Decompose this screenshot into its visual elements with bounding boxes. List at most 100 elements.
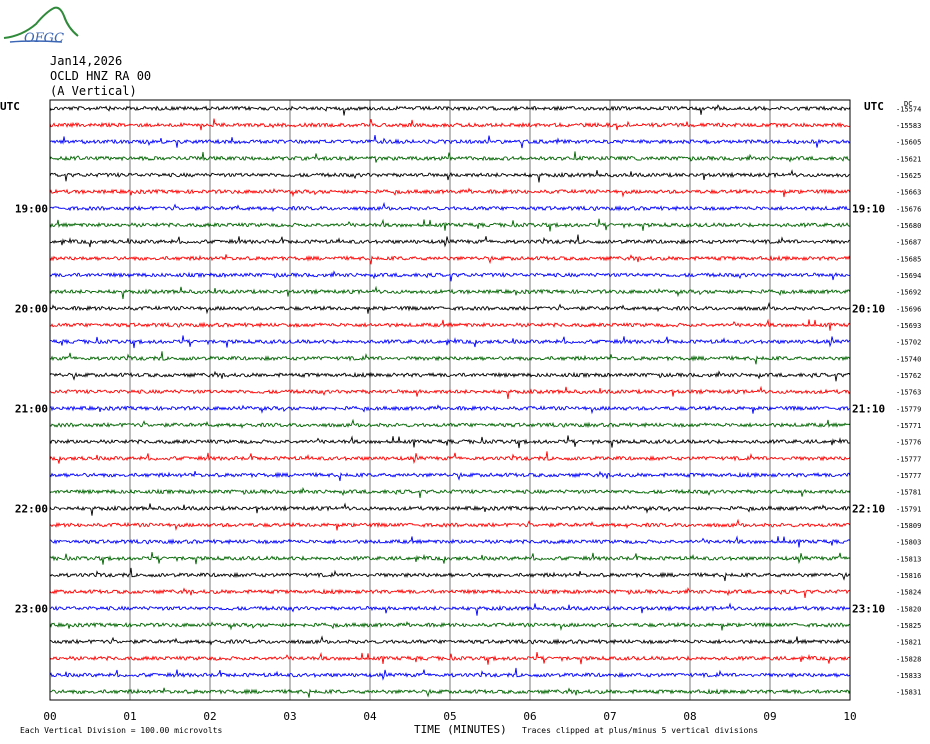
trace-offset-label: -15828 [896,655,921,663]
trace-offset-label: -15583 [896,122,921,130]
trace-offset-label: -15763 [896,389,921,397]
trace-offset-label: -15740 [896,355,921,363]
left-time-label: 19:00 [15,202,48,215]
trace-line-1 [49,104,851,116]
trace-line-2 [49,118,851,131]
left-axis-label: UTC [0,100,20,113]
grid-lines [129,100,771,700]
trace-offset-label: -15574 [896,105,921,113]
trace-line-20 [49,418,851,429]
plot-frame [49,99,851,701]
trace-offset-label: -15694 [896,272,921,280]
trace-line-6 [49,187,851,198]
x-axis-label: TIME (MINUTES) [414,723,507,736]
trace-line-31 [49,602,851,616]
trace-line-17 [49,370,851,382]
clip-note: Traces clipped at plus/minus 5 vertical … [522,726,758,735]
trace-offset-label: -15663 [896,189,921,197]
trace-offset-label: -15696 [896,305,921,313]
trace-line-36 [49,687,851,698]
trace-offset-label: -15693 [896,322,921,330]
trace-offset-label: -15777 [896,455,921,463]
trace-line-28 [49,552,851,565]
axis-labels: 00 01 02 03 04 05 06 07 08 09 10 -15574 -15583 -15605… [15,105,921,723]
trace-group [49,104,851,698]
left-time-label: 22:00 [15,502,48,515]
right-time-label: 22:10 [852,502,885,515]
trace-line-34 [49,651,851,665]
trace-offset-label: -15771 [896,422,921,430]
right-time-label: 21:10 [852,402,885,415]
trace-line-29 [49,567,851,582]
x-tick-label: 02 [203,710,216,723]
trace-offset-label: -15685 [896,255,921,263]
trace-offset-label: -15762 [896,372,921,380]
trace-offset-label: -15803 [896,539,921,547]
right-time-label: 20:10 [852,302,885,315]
trace-offset-label: -15779 [896,405,921,413]
x-tick-label: 06 [523,710,536,723]
x-tick-label: 09 [763,710,776,723]
trace-offset-label: -15776 [896,439,921,447]
trace-offset-label: -15831 [896,689,921,697]
trace-offset-label: -15816 [896,572,921,580]
x-tick-label: 05 [443,710,456,723]
trace-line-9 [49,234,851,248]
trace-line-18 [49,385,851,400]
trace-line-30 [49,587,851,598]
trace-offset-label: -15820 [896,605,921,613]
trace-line-27 [49,535,851,548]
x-tick-label: 10 [843,710,856,723]
trace-line-23 [49,470,851,482]
trace-line-22 [49,451,851,465]
x-tick-label: 03 [283,710,296,723]
left-time-label: 20:00 [15,302,48,315]
trace-line-15 [49,335,851,349]
trace-line-19 [49,404,851,415]
trace-line-3 [49,135,851,149]
dc-tag: DC [904,100,912,108]
trace-line-10 [49,254,851,265]
trace-line-33 [49,635,851,646]
trace-offset-label: -15833 [896,672,921,680]
trace-offset-label: -15680 [896,222,921,230]
station-name: OCLD HNZ RA 00 [50,69,152,83]
left-time-label: 21:00 [15,402,48,415]
trace-offset-label: -15676 [896,205,921,213]
plot-date: Jan14,2026 [50,54,123,68]
x-tick-label: 08 [683,710,696,723]
trace-offset-label: -15621 [896,155,921,163]
trace-line-14 [49,318,851,331]
x-tick-label: 04 [363,710,377,723]
left-time-label: 23:00 [15,602,48,615]
x-tick-label: 07 [603,710,616,723]
ofgc-logo: OFGC [2,2,82,50]
trace-line-25 [49,502,851,516]
trace-line-26 [49,518,851,532]
trace-line-7 [49,201,851,213]
trace-offset-label: -15809 [896,522,921,530]
x-tick-label: 01 [123,710,136,723]
trace-line-8 [49,218,850,232]
right-time-label: 23:10 [852,602,885,615]
trace-offset-label: -15777 [896,472,921,480]
component-label: (A Vertical) [50,84,137,98]
trace-offset-label: -15791 [896,505,921,513]
trace-line-13 [49,301,851,315]
trace-offset-label: -15692 [896,289,921,297]
trace-line-35 [49,667,851,681]
trace-offset-label: -15821 [896,639,921,647]
trace-line-32 [49,620,851,632]
x-tick-label: 00 [43,710,56,723]
trace-offset-label: -15687 [896,239,921,247]
trace-offset-label: -15824 [896,589,921,597]
trace-offset-label: -15702 [896,339,921,347]
scale-note: Each Vertical Division = 100.00 microvol… [20,726,222,735]
trace-offset-label: -15825 [896,622,921,630]
trace-offset-label: -15605 [896,139,921,147]
right-axis-label: UTC [864,100,884,113]
trace-offset-label: -15625 [896,172,921,180]
trace-line-12 [49,285,851,300]
trace-line-16 [49,351,851,365]
